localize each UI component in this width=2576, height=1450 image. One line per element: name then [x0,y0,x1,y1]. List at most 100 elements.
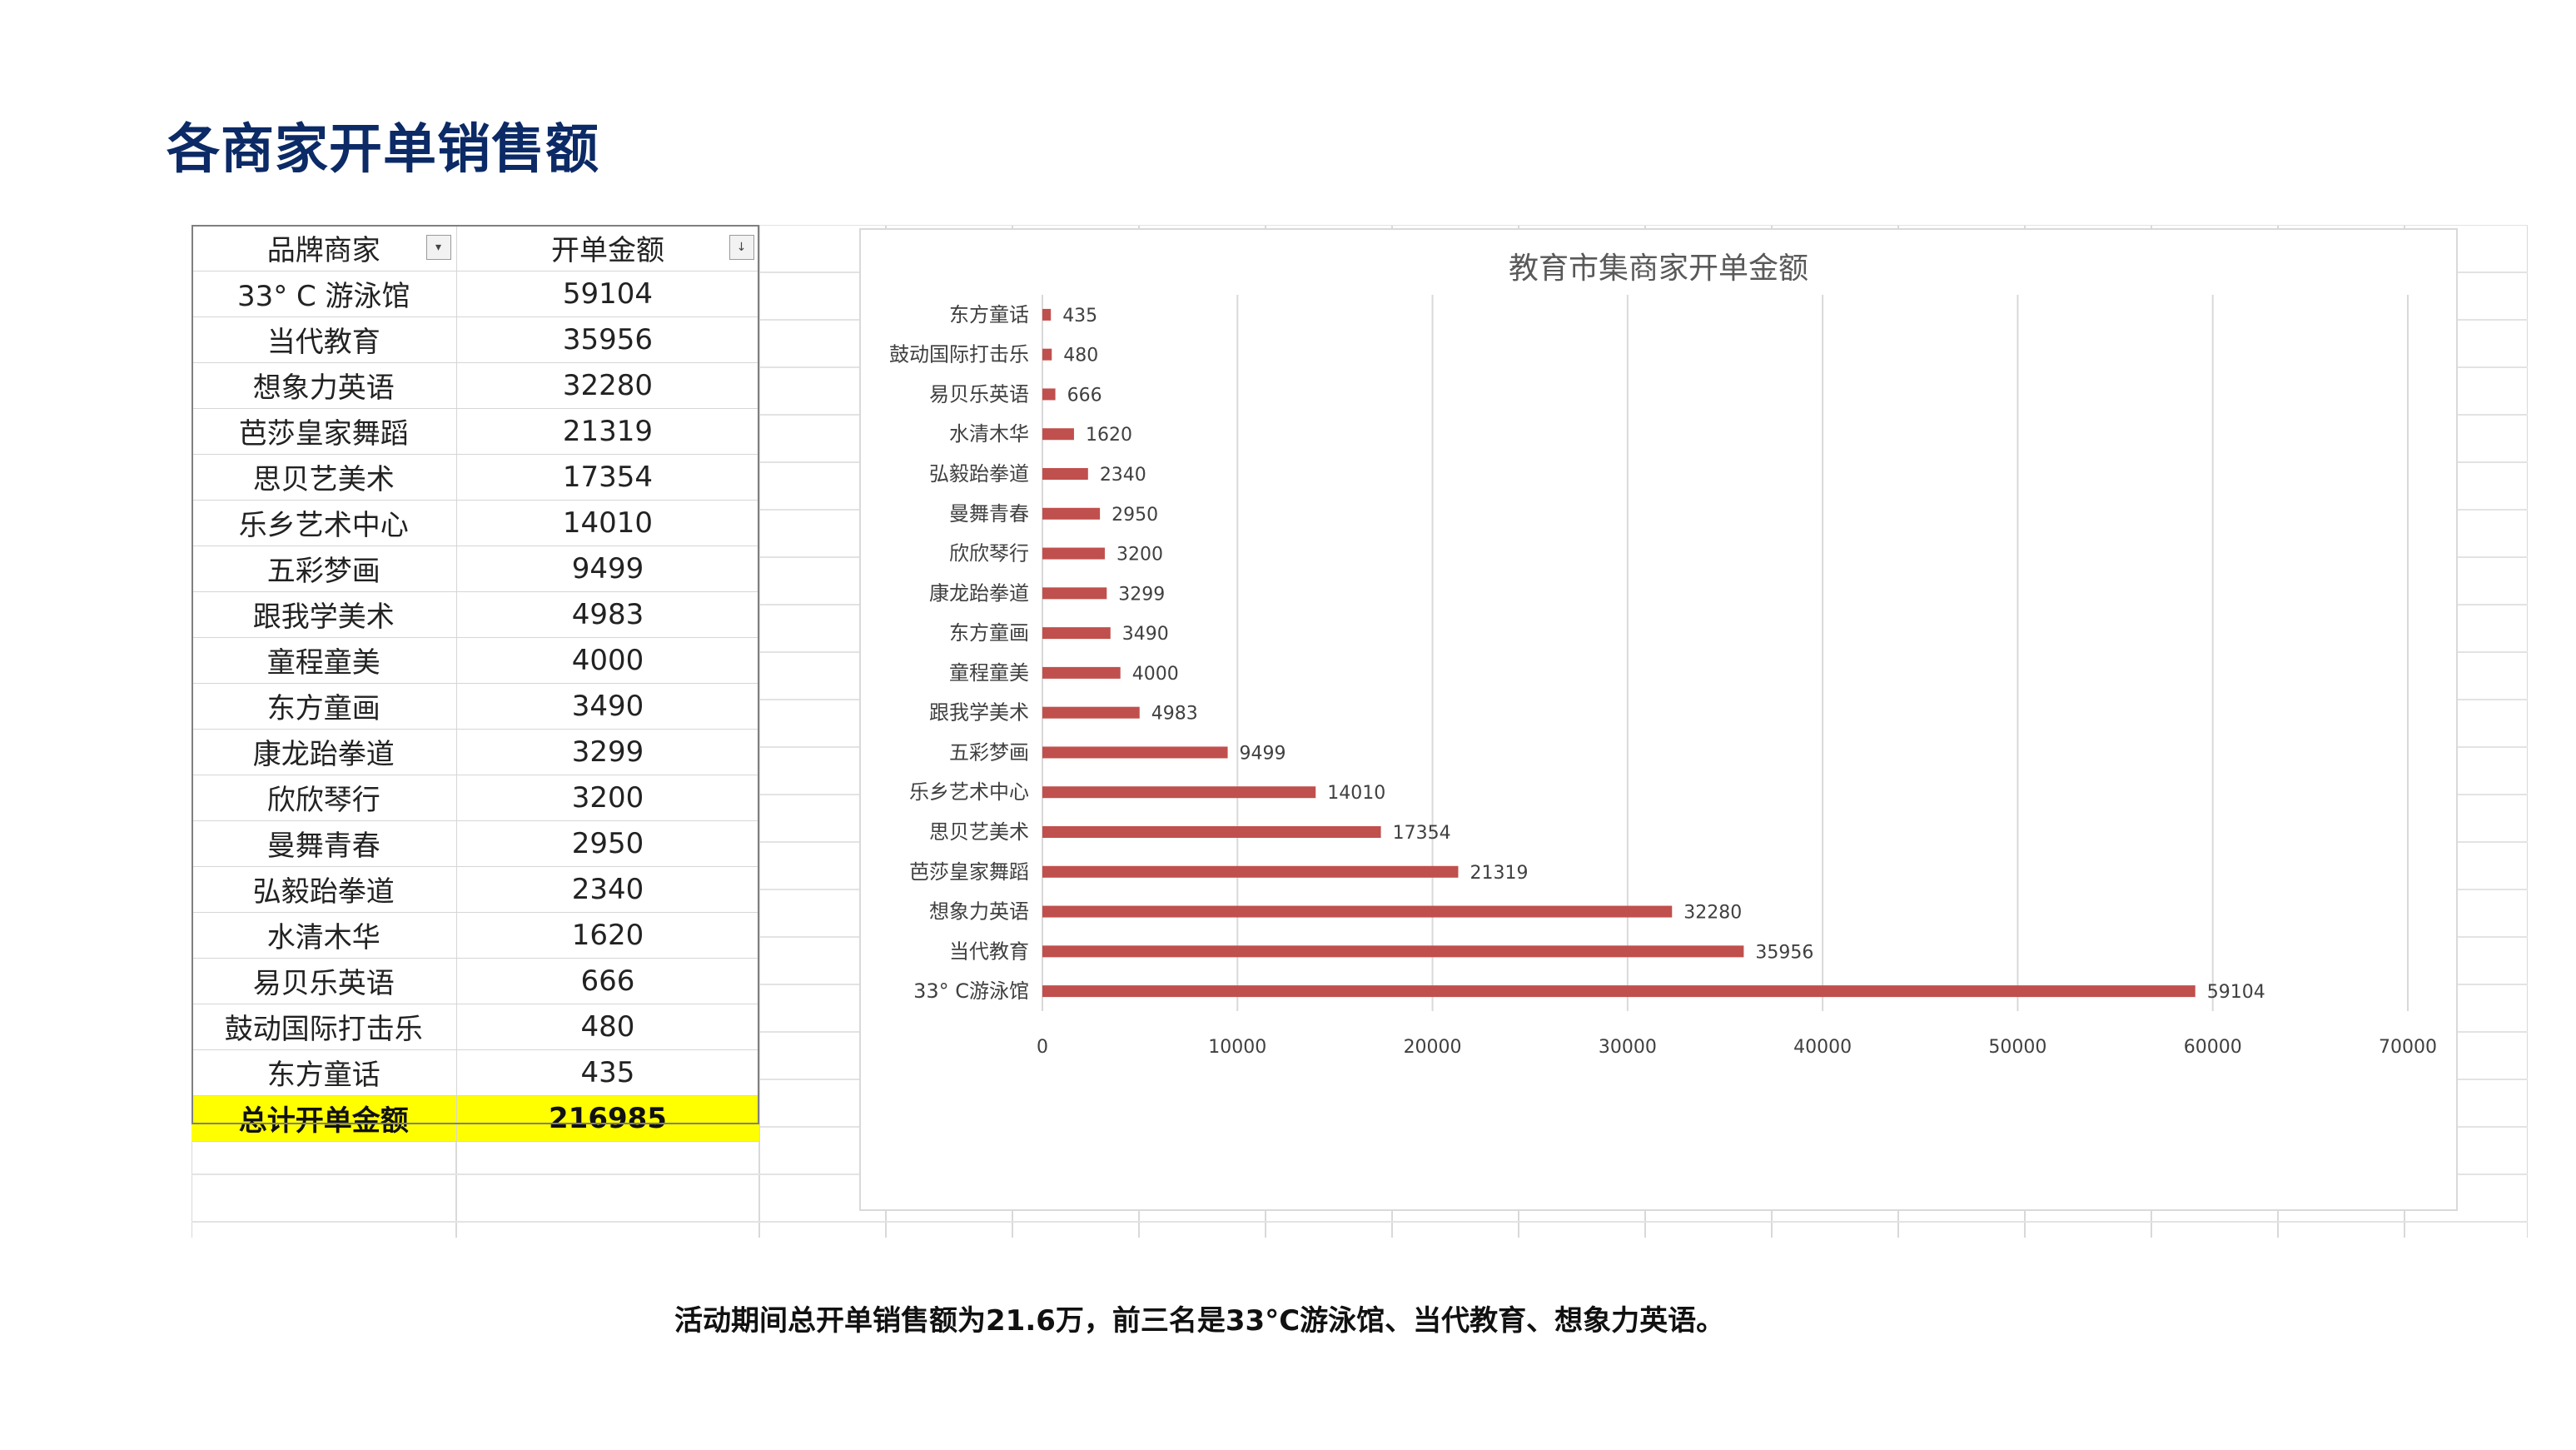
spreadsheet-area: 品牌商家 ▾ 开单金额 ↓ 33° C 游泳馆 59104 当代教育 35956 想象力… [191,225,2528,1238]
total-row: 总计开单金额 216985 [191,1095,760,1142]
column-header-amount-label: 开单金额 [551,233,664,267]
data-label: 35956 [1755,942,1813,963]
merchant-name-cell: 芭莎皇家舞蹈 [191,408,457,455]
amount-cell: 4983 [456,591,760,638]
bar [1042,746,1228,759]
bar [1042,706,1140,719]
data-label: 1620 [1086,425,1132,446]
bar [1042,865,1459,878]
category-label: 曼舞青春 [949,502,1029,526]
merchant-name-cell: 东方童话 [191,1049,457,1096]
table-row: 跟我学美术 4983 [191,591,760,638]
bar [1042,308,1052,321]
data-label: 2340 [1100,465,1146,486]
data-label: 666 [1067,385,1102,406]
bar [1042,587,1107,600]
data-label: 4983 [1151,704,1198,725]
category-label: 跟我学美术 [929,701,1029,725]
data-label: 14010 [1327,783,1385,804]
table-row: 欣欣琴行 3200 [191,775,760,821]
table-row: 想象力英语 32280 [191,362,760,409]
data-label: 2950 [1111,505,1158,526]
bar [1042,905,1673,918]
category-label: 芭莎皇家舞蹈 [909,860,1029,884]
column-header-merchant: 品牌商家 ▾ [191,225,457,272]
amount-cell: 21319 [456,408,760,455]
bar [1042,547,1105,560]
merchant-name-cell: 弘毅跆拳道 [191,866,457,913]
table-row: 东方童话 435 [191,1049,760,1096]
category-label: 东方童话 [949,303,1029,326]
amount-cell: 17354 [456,454,760,501]
amount-cell: 35956 [456,316,760,363]
amount-cell: 32280 [456,362,760,409]
merchant-name-cell: 易贝乐英语 [191,958,457,1004]
data-label: 4000 [1132,664,1179,685]
table-row: 33° C 游泳馆 59104 [191,271,760,317]
bar [1042,945,1744,958]
table-row: 乐乡艺术中心 14010 [191,500,760,546]
table-row: 康龙跆拳道 3299 [191,729,760,775]
x-tick-label: 30000 [1599,1037,1657,1058]
amount-cell: 435 [456,1049,760,1096]
bar [1042,468,1088,480]
bar [1042,985,2196,998]
category-label: 水清木华 [949,422,1029,446]
bar [1042,627,1111,640]
amount-cell: 9499 [456,546,760,592]
category-label: 乐乡艺术中心 [909,780,1029,804]
table-row: 童程童美 4000 [191,637,760,684]
data-label: 17354 [1393,823,1451,844]
sort-filter-icon[interactable]: ↓ [729,235,754,260]
category-label: 东方童画 [949,621,1029,645]
filter-dropdown-icon[interactable]: ▾ [425,235,451,260]
summary-text: 活动期间总开单销售额为21.6万，前三名是33°C游泳馆、当代教育、想象力英语。 [674,1304,1725,1338]
bar-chart[interactable]: 教育市集商家开单金额 0 10000 20000 30000 40000 50000 6000… [859,228,2458,1211]
merchant-name-cell: 乐乡艺术中心 [191,500,457,546]
data-label: 32280 [1683,903,1742,924]
table-row: 思贝艺美术 17354 [191,454,760,501]
category-label: 五彩梦画 [949,740,1029,764]
category-label: 33° C游泳馆 [913,979,1029,1003]
data-label: 435 [1062,306,1097,326]
bar [1042,826,1381,838]
column-header-amount: 开单金额 ↓ [456,225,760,272]
table-row: 芭莎皇家舞蹈 21319 [191,408,760,455]
category-label: 想象力英语 [929,900,1029,924]
merchant-name-cell: 童程童美 [191,637,457,684]
x-tick-label: 50000 [1988,1037,2046,1058]
page-title: 各商家开单销售额 [167,119,599,181]
category-label: 当代教育 [949,939,1029,963]
data-label: 3490 [1122,624,1169,645]
amount-cell: 2950 [456,820,760,867]
table-row: 当代教育 35956 [191,316,760,363]
total-value: 216985 [456,1095,760,1142]
merchant-name-cell: 跟我学美术 [191,591,457,638]
column-header-merchant-label: 品牌商家 [266,233,380,267]
category-label: 康龙跆拳道 [929,581,1029,605]
bar [1042,786,1316,799]
bar [1042,507,1101,520]
category-label: 思贝艺美术 [929,820,1029,844]
sales-table: 品牌商家 ▾ 开单金额 ↓ 33° C 游泳馆 59104 当代教育 35956 想象力… [191,225,760,1142]
category-label: 易贝乐英语 [929,382,1029,406]
category-label: 鼓动国际打击乐 [889,343,1029,366]
table-row: 易贝乐英语 666 [191,958,760,1004]
data-label: 21319 [1470,863,1528,884]
bar [1042,348,1052,361]
data-label: 9499 [1240,743,1286,764]
total-label: 总计开单金额 [191,1095,457,1142]
merchant-name-cell: 曼舞青春 [191,820,457,867]
amount-cell: 1620 [456,912,760,959]
amount-cell: 3490 [456,683,760,730]
amount-cell: 3299 [456,729,760,775]
merchant-name-cell: 水清木华 [191,912,457,959]
merchant-name-cell: 东方童画 [191,683,457,730]
amount-cell: 59104 [456,271,760,317]
x-tick-label: 40000 [1793,1037,1852,1058]
x-tick-label: 20000 [1404,1037,1462,1058]
table-row: 东方童画 3490 [191,683,760,730]
category-label: 欣欣琴行 [949,542,1029,566]
amount-cell: 14010 [456,500,760,546]
x-tick-label: 60000 [2184,1037,2242,1058]
